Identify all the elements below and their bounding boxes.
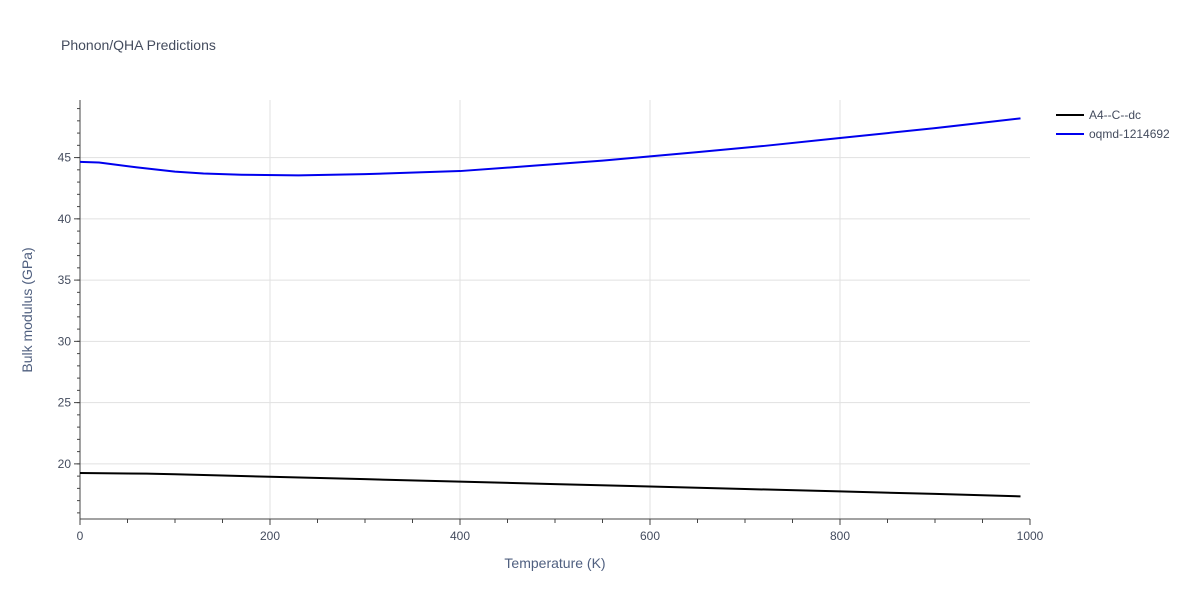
plot-lines	[79, 117, 1021, 498]
x-tick-label: 600	[640, 529, 660, 543]
x-tick-label: 0	[77, 529, 84, 543]
y-tick-label: 40	[58, 212, 72, 226]
legend-item[interactable]: oqmd-1214692	[1056, 127, 1170, 141]
y-axis-ticks: 20 25 30 35 40 45	[58, 108, 80, 514]
chart-title: Phonon/QHA Predictions	[61, 37, 216, 53]
legend-label: A4--C--dc	[1089, 108, 1141, 122]
x-tick-label: 800	[830, 529, 850, 543]
x-tick-label: 1000	[1017, 529, 1044, 543]
x-tick-label: 400	[450, 529, 470, 543]
y-tick-label: 20	[58, 457, 72, 471]
y-tick-label: 30	[58, 334, 72, 348]
x-axis-ticks: 0 200 400 600 800 1000	[77, 519, 1044, 543]
legend[interactable]: A4--C--dc oqmd-1214692	[1056, 108, 1170, 141]
series-line	[79, 472, 1021, 498]
legend-item[interactable]: A4--C--dc	[1056, 108, 1141, 122]
axes	[79, 100, 1030, 520]
grid	[80, 100, 1030, 519]
y-tick-label: 25	[58, 396, 72, 410]
series-line	[79, 117, 1021, 177]
y-axis-title: Bulk modulus (GPa)	[19, 247, 35, 372]
y-tick-label: 45	[58, 151, 72, 165]
legend-label: oqmd-1214692	[1089, 127, 1170, 141]
x-axis-title: Temperature (K)	[504, 555, 605, 571]
x-tick-label: 200	[260, 529, 280, 543]
y-tick-label: 35	[58, 273, 72, 287]
